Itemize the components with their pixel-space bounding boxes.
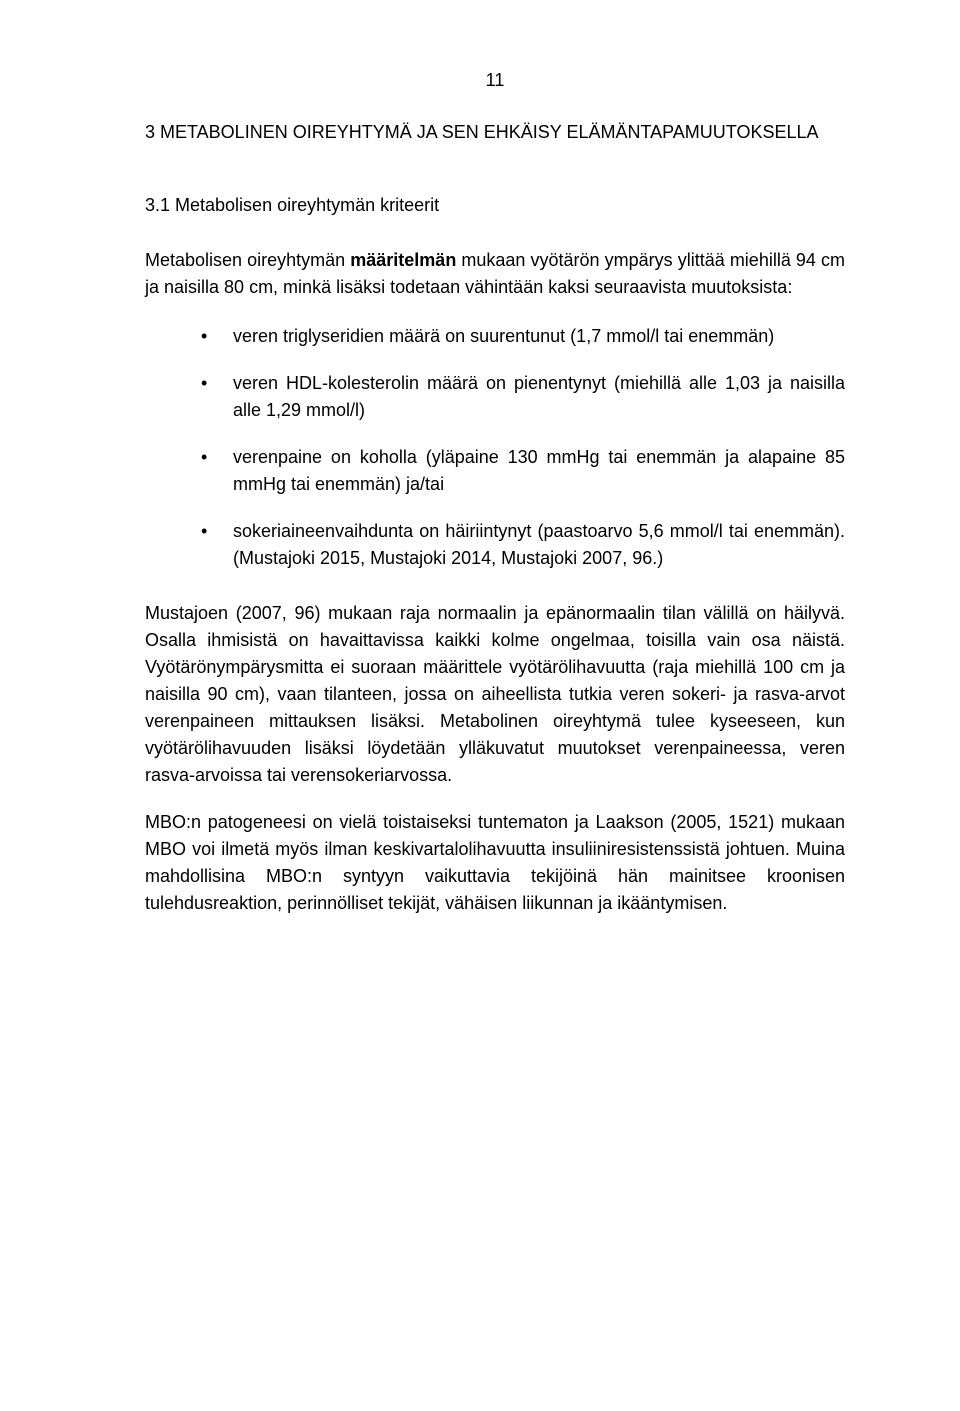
list-item: sokeriaineenvaihdunta on häiriintynyt (p… <box>145 518 845 572</box>
list-item: veren triglyseridien määrä on suurentunu… <box>145 323 845 350</box>
list-item: verenpaine on koholla (yläpaine 130 mmHg… <box>145 444 845 498</box>
page-number: 11 <box>145 70 845 91</box>
intro-text-bold: määritelmän <box>350 250 456 270</box>
list-item: veren HDL-kolesterolin määrä on pienenty… <box>145 370 845 424</box>
heading-section: 3.1 Metabolisen oireyhtymän kriteerit <box>145 192 845 219</box>
intro-text-pre: Metabolisen oireyhtymän <box>145 250 350 270</box>
heading-chapter: 3 METABOLINEN OIREYHTYMÄ JA SEN EHKÄISY … <box>145 119 845 146</box>
body-paragraph: Mustajoen (2007, 96) mukaan raja normaal… <box>145 600 845 789</box>
document-page: 11 3 METABOLINEN OIREYHTYMÄ JA SEN EHKÄI… <box>0 0 960 1411</box>
criteria-list: veren triglyseridien määrä on suurentunu… <box>145 323 845 572</box>
definition-intro-paragraph: Metabolisen oireyhtymän määritelmän muka… <box>145 247 845 301</box>
body-paragraph: MBO:n patogeneesi on vielä toistaiseksi … <box>145 809 845 917</box>
